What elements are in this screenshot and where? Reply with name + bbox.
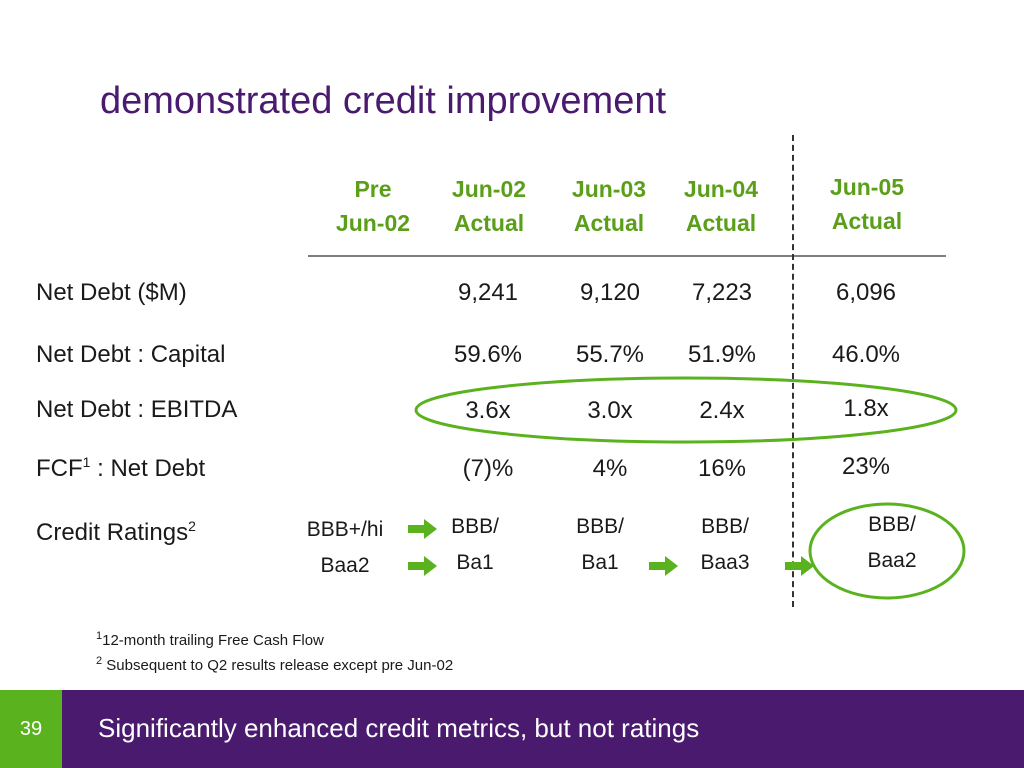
footnote-1-marker: 1 [96,630,103,642]
rating-line1: BBB+/hi [306,518,384,541]
fcf-label-rest: : Net Debt [90,455,206,482]
dashed-divider [792,135,794,607]
col-header-jun05: Jun-05 Actual [812,170,922,238]
cell-net-debt-jun05: 6,096 [835,279,897,306]
cell-net-debt-ebitda-jun05: 1.8x [843,395,889,422]
col-header-line2: Actual [685,210,757,236]
rating-line2: Baa3 [700,551,750,574]
col-header-line1: Jun-02 [451,176,527,202]
rating-jun05: BBB/ Baa2 [847,507,937,579]
cell-fcf-jun02: (7)% [462,455,514,482]
cell-net-debt-capital-jun05: 46.0% [831,341,901,368]
right-arrow-icon [408,519,437,539]
rating-pre-jun02: BBB+/hi Baa2 [300,512,390,584]
rating-jun02: BBB/ Ba1 [430,509,520,581]
page-number: 39 [0,690,62,768]
cell-fcf-jun05: 23% [841,453,891,480]
cell-net-debt-ebitda-jun02: 3.6x [465,397,511,424]
col-header-line1: Jun-05 [829,174,905,200]
highlight-ellipse-ebitda [414,376,958,444]
rating-line1: BBB/ [576,515,624,538]
rating-line1: BBB/ [701,515,749,538]
footnote-ref-1: 1 [82,454,91,470]
col-header-line1: Pre [354,176,392,202]
right-arrow-icon [408,556,437,576]
col-header-line2: Actual [831,208,903,234]
rating-jun04: BBB/ Baa3 [680,509,770,581]
footer-bar [0,690,1024,768]
highlight-ellipse-jun05-rating [808,502,966,600]
cell-net-debt-jun03: 9,120 [579,279,641,306]
footnote-1: 112-month trailing Free Cash Flow [96,630,324,650]
row-label-net-debt: Net Debt ($M) [36,279,187,306]
row-label-fcf-net-debt: FCF1 : Net Debt [36,455,205,483]
col-header-jun02: Jun-02 Actual [434,172,544,240]
rating-line2: Ba1 [456,551,494,574]
right-arrow-icon [649,556,678,576]
header-divider [308,255,946,257]
col-header-pre-jun02: Pre Jun-02 [318,172,428,240]
slide-title: demonstrated credit improvement [100,80,667,122]
col-header-jun04: Jun-04 Actual [666,172,776,240]
row-label-net-debt-capital: Net Debt : Capital [36,341,226,368]
footnote-1-text: 12-month trailing Free Cash Flow [102,632,324,649]
rating-jun03: BBB/ Ba1 [555,509,645,581]
rating-line2: Ba1 [581,551,619,574]
cell-fcf-jun03: 4% [592,455,628,482]
col-header-line2: Actual [453,210,525,236]
col-header-line2: Jun-02 [335,210,411,236]
footer-caption: Significantly enhanced credit metrics, b… [98,713,700,743]
row-label-credit-ratings: Credit Ratings2 [36,519,196,547]
col-header-line2: Actual [573,210,645,236]
cell-net-debt-ebitda-jun03: 3.0x [587,397,633,424]
fcf-label-main: FCF [36,455,83,482]
cell-net-debt-capital-jun03: 55.7% [575,341,645,368]
rating-line2: Baa2 [867,549,917,572]
credit-ratings-label: Credit Ratings [36,519,189,546]
rating-line2: Baa2 [320,554,370,577]
cell-net-debt-ebitda-jun04: 2.4x [699,397,745,424]
rating-line1: BBB/ [451,515,499,538]
cell-net-debt-jun02: 9,241 [457,279,519,306]
rating-line1: BBB/ [868,513,916,536]
footnote-2-marker: 2 [96,655,103,667]
cell-net-debt-capital-jun04: 51.9% [687,341,757,368]
footnote-ref-2: 2 [188,518,196,534]
cell-net-debt-jun04: 7,223 [691,279,753,306]
col-header-line1: Jun-03 [571,176,647,202]
cell-net-debt-capital-jun02: 59.6% [453,341,523,368]
row-label-net-debt-ebitda: Net Debt : EBITDA [36,396,238,423]
right-arrow-icon [785,556,814,576]
footnote-2-text: Subsequent to Q2 results release except … [102,657,454,674]
col-header-jun03: Jun-03 Actual [554,172,664,240]
footnote-2: 2 Subsequent to Q2 results release excep… [96,655,454,675]
col-header-line1: Jun-04 [683,176,759,202]
cell-fcf-jun04: 16% [697,455,747,482]
